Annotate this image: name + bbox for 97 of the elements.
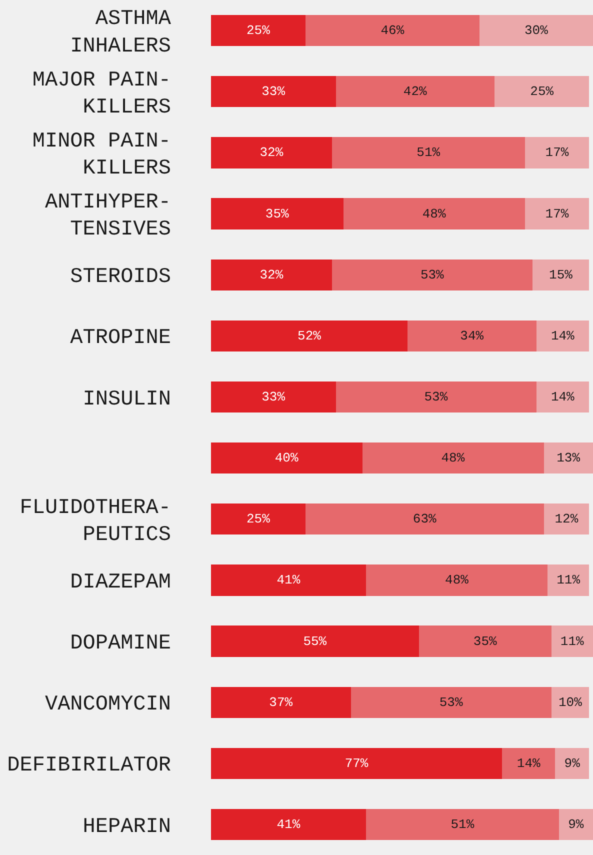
data-label: 11% — [560, 634, 584, 649]
bar — [532, 259, 590, 290]
data-label: 33% — [262, 84, 286, 100]
y-tick-label: HEPARIN — [82, 816, 171, 839]
data-label: 17% — [545, 206, 569, 222]
y-tick-label: DOPAMINE — [70, 632, 171, 656]
data-label: 25% — [530, 84, 554, 100]
bar — [306, 14, 480, 46]
bar — [211, 198, 344, 230]
bar — [544, 504, 590, 535]
data-label: 34% — [460, 328, 484, 344]
bar — [408, 320, 536, 352]
data-label: 51% — [416, 145, 440, 160]
y-tick-label: DEFIBIRILATOR — [7, 754, 172, 778]
data-label: 48% — [445, 572, 469, 588]
data-label: 63% — [412, 512, 436, 527]
bar — [480, 14, 593, 46]
data-label: 77% — [344, 756, 368, 771]
bar — [555, 748, 590, 779]
data-label: 55% — [303, 634, 327, 649]
data-label: 17% — [545, 145, 569, 160]
data-label: 51% — [450, 816, 474, 832]
data-label: 35% — [473, 634, 498, 649]
bar — [558, 808, 593, 840]
data-label: 42% — [403, 84, 428, 100]
y-tick-label: MINOR PAIN- KILLERS — [32, 130, 171, 181]
y-tick-label: ATROPINE — [70, 327, 171, 350]
bar — [494, 76, 590, 108]
bar — [350, 686, 552, 718]
bar — [211, 320, 408, 352]
bar — [211, 137, 332, 168]
data-label: 35% — [265, 206, 289, 222]
data-label: 41% — [276, 816, 300, 832]
bar — [362, 442, 544, 474]
data-label: 53% — [424, 389, 448, 404]
y-tick-label: STEROIDS — [70, 266, 171, 290]
bar — [419, 626, 552, 657]
data-label: 46% — [380, 23, 404, 38]
bar — [548, 564, 590, 596]
data-label: 13% — [556, 450, 580, 466]
data-label: 48% — [441, 450, 465, 466]
data-label: 11% — [556, 572, 580, 588]
data-label: 32% — [260, 267, 284, 282]
bar — [524, 198, 590, 230]
bar — [536, 381, 590, 413]
data-label: 53% — [420, 267, 444, 282]
y-tick-label: MAJOR PAIN- KILLERS — [32, 69, 171, 120]
y-tick-label: ANTIHYPER- TENSIVES — [44, 191, 171, 242]
bar — [211, 808, 366, 840]
bar — [332, 137, 525, 168]
bar — [544, 442, 593, 474]
bar — [366, 808, 559, 840]
bar — [336, 381, 536, 413]
data-label: 9% — [568, 816, 584, 832]
bar — [211, 564, 366, 596]
data-label: 9% — [564, 756, 580, 771]
data-label: 40% — [274, 450, 298, 466]
bar — [536, 320, 590, 352]
data-label: 25% — [246, 23, 270, 38]
bar — [211, 259, 332, 290]
bar — [551, 686, 590, 718]
bar — [211, 686, 351, 718]
bar — [332, 259, 532, 290]
bar — [211, 442, 362, 474]
bar — [502, 748, 556, 779]
bar — [211, 14, 306, 46]
data-label: 37% — [269, 694, 293, 710]
data-label: 14% — [550, 389, 575, 404]
y-tick-label: INSULIN — [82, 388, 171, 412]
bar — [211, 504, 306, 535]
y-tick-label: VANCOMYCIN — [44, 694, 171, 717]
bar — [211, 626, 420, 657]
data-label: 12% — [554, 512, 578, 527]
data-label: 30% — [524, 23, 548, 38]
bar — [306, 504, 544, 535]
data-label: 52% — [298, 328, 322, 344]
bar — [366, 564, 548, 596]
data-label: 32% — [260, 145, 284, 160]
bar — [211, 381, 336, 413]
bar — [524, 137, 590, 168]
data-label: 48% — [422, 206, 446, 222]
bar — [551, 626, 593, 657]
data-label: 14% — [516, 756, 541, 771]
bar — [211, 748, 502, 779]
data-label: 10% — [558, 694, 582, 710]
data-label: 14% — [550, 328, 575, 344]
y-tick-label: ASTHMA INHALERS — [70, 8, 172, 59]
data-label: 33% — [262, 389, 286, 404]
bar — [211, 76, 336, 108]
data-label: 15% — [549, 267, 573, 282]
data-label: 25% — [246, 512, 270, 527]
y-tick-label: FLUIDOTHERA- PEUTICS — [20, 496, 171, 548]
data-label: 41% — [276, 572, 300, 588]
data-label: 53% — [439, 694, 463, 710]
bar — [336, 76, 495, 108]
y-tick-label: DIAZEPAM — [70, 572, 171, 595]
bar — [343, 198, 525, 230]
